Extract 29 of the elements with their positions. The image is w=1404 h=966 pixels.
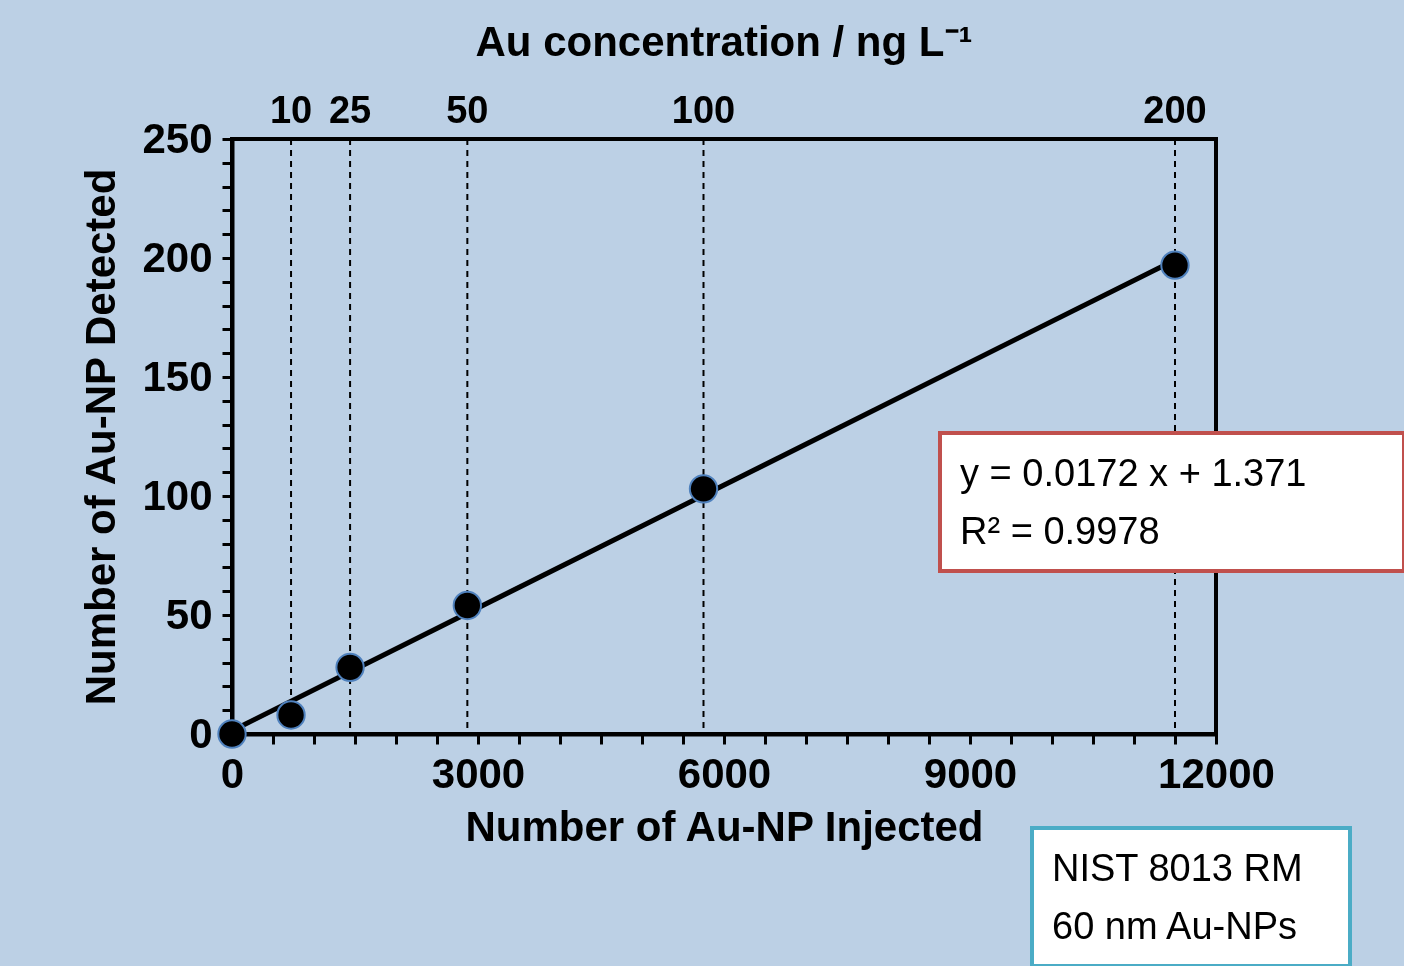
text: 60 nm Au-NPs — [1052, 905, 1297, 947]
x-tick-label: 0 — [220, 749, 245, 797]
point — [335, 652, 365, 683]
annotation: 100 — [671, 89, 736, 131]
x-tick-label: 6000 — [677, 749, 772, 797]
y-tick-label: 150 — [142, 352, 213, 400]
annotation: 50 — [446, 89, 489, 131]
x-tick-label: 3000 — [431, 749, 526, 797]
y-tick-label: 250 — [142, 114, 213, 162]
x-tick-label: 12000 — [1158, 749, 1275, 797]
point — [276, 700, 306, 730]
point — [688, 474, 719, 504]
point — [217, 719, 247, 749]
chart-title: Au concentration / ng L⁻¹ — [475, 18, 973, 65]
annotation: y = 0.0172 x + 1.371 — [960, 452, 1307, 494]
point — [1160, 250, 1190, 280]
y-tick-label: 50 — [165, 590, 213, 638]
x-tick-label: 9000 — [923, 749, 1018, 797]
point — [452, 590, 483, 621]
x-axis-title: Number of Au-NP Injected — [465, 802, 984, 850]
y-tick-label: 100 — [142, 471, 213, 519]
y-tick-label: 200 — [142, 233, 213, 281]
annotation: 10 — [269, 89, 313, 131]
y-axis-title: Number of Au-NP Detected — [77, 168, 125, 706]
text: NIST 8013 RM — [1052, 847, 1303, 889]
y-tick-label: 0 — [189, 709, 213, 757]
annotation: R² = 0.9978 — [960, 510, 1160, 552]
annotation: 200 — [1143, 89, 1207, 131]
annotation: 25 — [328, 89, 372, 131]
